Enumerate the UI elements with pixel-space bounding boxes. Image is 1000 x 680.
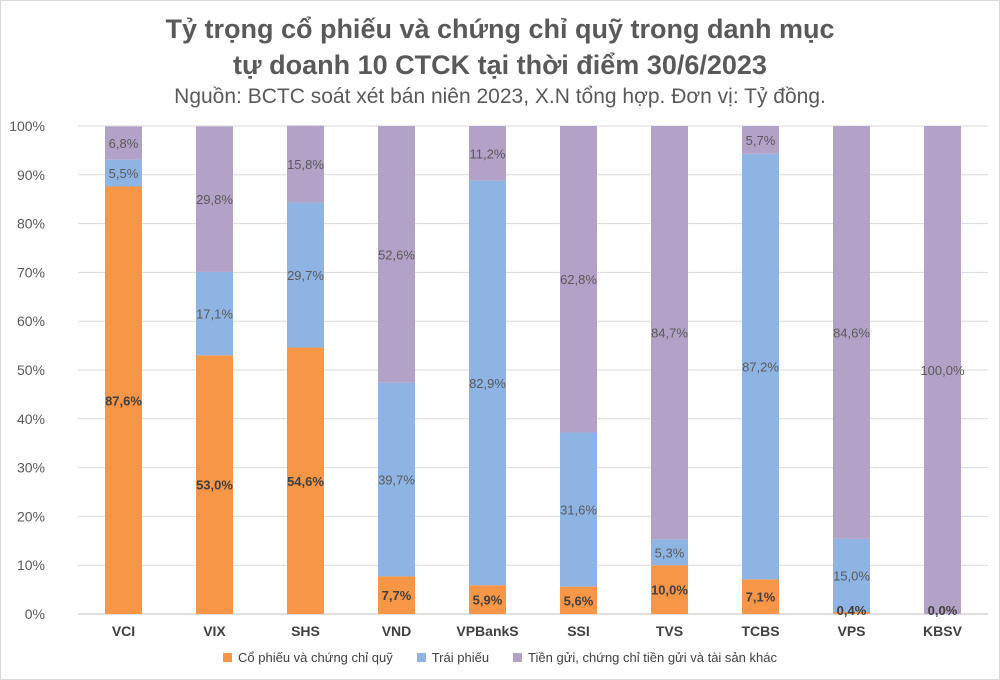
x-tick-label: VIX — [203, 623, 226, 639]
bar-segment — [560, 126, 597, 433]
y-tick-label: 70% — [17, 264, 45, 280]
bar-segment — [196, 355, 233, 614]
bar-segment — [287, 125, 324, 203]
data-label: 15,8% — [287, 157, 324, 172]
data-label: 15,0% — [833, 568, 870, 583]
bar-segment — [833, 612, 870, 614]
y-tick-label: 40% — [17, 411, 45, 427]
chart-title-line-1: Tỷ trọng cổ phiếu và chứng chỉ quỹ trong… — [165, 14, 835, 44]
bar-segment — [378, 576, 415, 614]
bar-segment — [196, 271, 233, 356]
data-label: 5,5% — [109, 166, 139, 181]
chart-subtitle: Nguồn: BCTC soát xét bán niên 2023, X.N … — [174, 85, 826, 108]
data-label: 6,8% — [109, 136, 139, 151]
bar-segment — [833, 126, 870, 539]
legend-label-stocks: Cổ phiếu và chứng chỉ quỹ — [238, 650, 393, 665]
bar-segment — [924, 126, 961, 614]
legend: Cổ phiếu và chứng chỉ quỹ Trái phiếu Tiề… — [0, 650, 1000, 665]
data-label: 17,1% — [196, 307, 233, 322]
bar-segment — [651, 126, 688, 540]
data-label: 5,3% — [655, 545, 685, 560]
y-tick-label: 10% — [17, 557, 45, 573]
bar-segment — [469, 180, 506, 586]
legend-item-deposits: Tiền gửi, chứng chỉ tiền gửi và tài sản … — [513, 650, 777, 665]
legend-item-stocks: Cổ phiếu và chứng chỉ quỹ — [223, 650, 393, 665]
chart-title-line-2: tự doanh 10 CTCK tại thời điểm 30/6/2023 — [233, 50, 767, 80]
legend-swatch-bonds — [416, 653, 426, 662]
x-tick-label: TCBS — [741, 623, 779, 639]
data-labels: 87,6% 5,5% 6,8% 53,0% 17,1% 29,8% 54,6% 29,7% 15… — [105, 133, 965, 618]
data-label: 87,6% — [105, 393, 142, 408]
bar-segment — [560, 586, 597, 614]
bar-segment — [378, 126, 415, 383]
data-label: 62,8% — [560, 272, 597, 287]
bar-segment — [742, 126, 779, 154]
y-tick-label: 80% — [17, 216, 45, 232]
data-label: 84,6% — [833, 325, 870, 340]
bar-segment — [105, 186, 142, 614]
bar-segment — [105, 159, 142, 187]
bar-segment — [287, 202, 324, 348]
x-tick-label: KBSV — [923, 623, 963, 639]
data-label: 82,9% — [469, 376, 506, 391]
x-tick-label: VPS — [837, 623, 865, 639]
y-axis-ticks: 0% 10% 20% 30% 40% 50% 60% 70% 80% 90% 100% — [9, 118, 45, 622]
x-tick-label: VPBankS — [456, 623, 518, 639]
x-tick-label: SSI — [567, 623, 590, 639]
bar-segment — [651, 539, 688, 566]
data-label: 29,8% — [196, 192, 233, 207]
bar-segment — [651, 565, 688, 614]
y-tick-label: 60% — [17, 313, 45, 329]
data-label: 0,4% — [837, 603, 867, 618]
data-label: 0,0% — [928, 603, 958, 618]
data-label: 100,0% — [920, 363, 965, 378]
data-label: 7,1% — [746, 590, 776, 605]
data-label: 11,2% — [470, 146, 506, 161]
x-axis-ticks: VCI VIX SHS VND VPBankS SSI TVS TCBS VPS KBSV — [112, 623, 963, 639]
y-tick-label: 50% — [17, 362, 45, 378]
data-label: 53,0% — [196, 478, 233, 493]
bar-segment — [742, 579, 779, 614]
data-label: 7,7% — [382, 588, 412, 603]
data-label: 29,7% — [287, 268, 324, 283]
x-tick-label: SHS — [291, 623, 320, 639]
data-label: 5,9% — [473, 593, 503, 608]
bar-segment — [833, 538, 870, 613]
bar-segment — [105, 126, 142, 160]
bars — [105, 125, 961, 614]
y-tick-label: 20% — [17, 508, 45, 524]
legend-label-bonds: Trái phiếu — [431, 650, 490, 665]
y-tick-label: 100% — [9, 118, 45, 134]
data-label: 5,7% — [746, 133, 776, 148]
data-label: 39,7% — [378, 473, 415, 488]
legend-item-bonds: Trái phiếu — [416, 650, 490, 665]
legend-swatch-deposits — [513, 653, 523, 662]
x-tick-label: VCI — [112, 623, 135, 639]
bar-segment — [560, 432, 597, 587]
y-tick-label: 0% — [25, 606, 45, 622]
bar-segment — [378, 382, 415, 577]
data-label: 5,6% — [564, 593, 594, 608]
legend-swatch-stocks — [223, 653, 233, 662]
data-label: 31,6% — [560, 503, 597, 518]
data-label: 52,6% — [378, 247, 415, 262]
bar-segment — [469, 126, 506, 181]
data-label: 84,7% — [651, 326, 688, 341]
data-label: 10,0% — [651, 583, 688, 598]
bar-segment — [469, 585, 506, 614]
data-label: 87,2% — [742, 360, 779, 375]
bar-segment — [196, 126, 233, 272]
data-label: 54,6% — [287, 474, 324, 489]
y-tick-label: 30% — [17, 460, 45, 476]
y-tick-label: 90% — [17, 167, 45, 183]
bar-segment — [742, 153, 779, 580]
bar-segment — [287, 347, 324, 614]
legend-label-deposits: Tiền gửi, chứng chỉ tiền gửi và tài sản … — [528, 650, 777, 665]
x-tick-label: VND — [382, 623, 412, 639]
x-tick-label: TVS — [656, 623, 683, 639]
